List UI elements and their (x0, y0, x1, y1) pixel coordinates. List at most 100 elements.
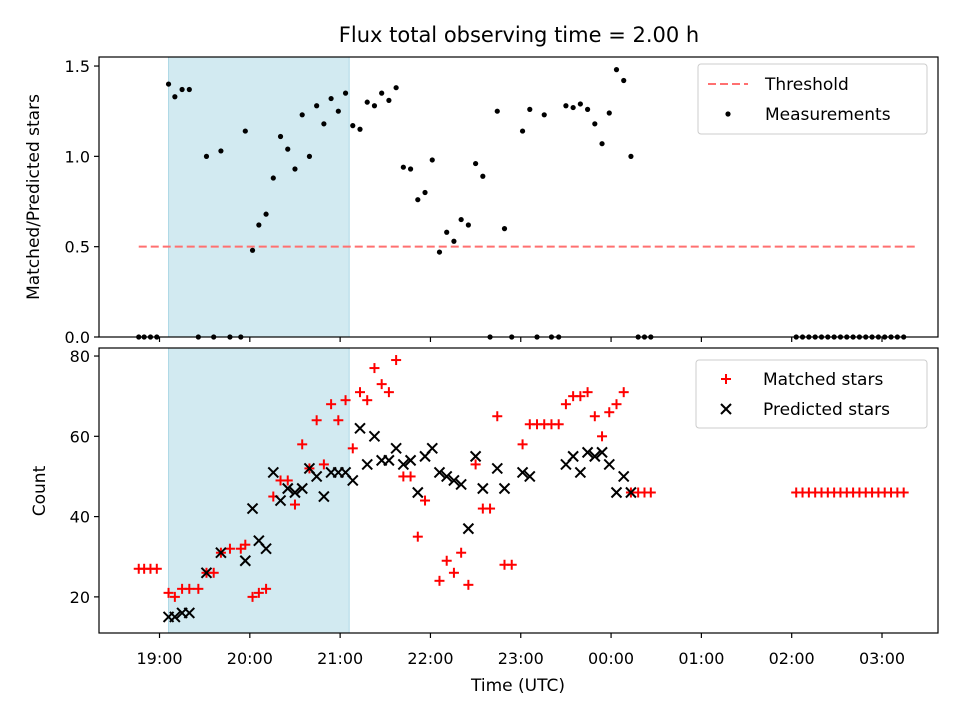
predicted-star-point (246, 502, 259, 515)
matched-star-point (224, 543, 235, 554)
top-panel: 0.0 0.5 1.0 1.5 Matched/Predicted stars Thr… (24, 56, 939, 347)
matched-star-point (560, 399, 571, 410)
predicted-star-point (368, 430, 381, 443)
measurement-point (393, 85, 399, 91)
matched-star-point (611, 399, 622, 410)
measurement-point (186, 86, 192, 93)
predicted-star-point (524, 470, 536, 483)
measurement-point (570, 104, 576, 111)
x-tick-label: 21:00 (317, 649, 363, 668)
measurement-point (501, 226, 508, 232)
top-legend-box (697, 63, 928, 135)
matched-star-point (369, 363, 380, 374)
top-y-tick-label: 1.0 (65, 147, 90, 166)
predicted-star-point (412, 486, 424, 499)
bottom-legend-box (695, 359, 928, 429)
top-observing-window (168, 56, 350, 338)
matched-star-point (253, 587, 264, 598)
top-panel-frame (98, 56, 939, 338)
measurement-point (306, 153, 313, 159)
measurement-point (242, 128, 248, 134)
matched-star-point (240, 539, 251, 550)
predicted-star-point (200, 567, 213, 579)
predicted-star-point (169, 611, 181, 623)
legend-predicted-label: Predicted stars (763, 400, 890, 420)
measurement-point (299, 112, 305, 118)
matched-star-point (151, 563, 162, 574)
top-y-tick-label: 0.5 (65, 238, 90, 257)
predicted-star-point (267, 466, 280, 479)
predicted-star-point (581, 446, 594, 459)
x-tick-label: 03:00 (859, 649, 905, 668)
matched-star-point (208, 567, 219, 578)
measurement-point (203, 153, 210, 159)
predicted-star-point (289, 486, 301, 499)
matched-star-point (448, 567, 459, 578)
bottom-y-axis-label: Count (30, 465, 50, 516)
predicted-star-point (239, 555, 252, 567)
predicted-star-point (433, 466, 446, 479)
predicted-star-point (390, 442, 402, 455)
measurement-point (527, 106, 533, 112)
bottom-panel: 19:00 20:00 21:00 22:00 23:00 00:00 01:00 02:00… (30, 347, 939, 696)
predicted-star-point (347, 474, 359, 487)
matched-star-point (405, 471, 416, 482)
x-tick-label: 20:00 (227, 649, 273, 668)
matched-star-point (362, 395, 373, 406)
measurement-point (451, 238, 457, 244)
measurement-point (422, 189, 428, 196)
matched-star-point (383, 387, 394, 398)
measurement-point (415, 197, 421, 203)
predicted-star-point (625, 486, 637, 499)
legend-measurements-swatch (725, 111, 731, 117)
predicted-star-point (354, 422, 366, 434)
matched-star-point (347, 443, 358, 454)
measurement-point (364, 99, 370, 105)
predicted-star-point (310, 470, 323, 483)
measurement-point (444, 229, 450, 235)
x-tick-label: 19:00 (136, 649, 182, 668)
measurement-point (584, 106, 591, 112)
measurement-point (599, 141, 605, 147)
predicted-star-point (361, 458, 373, 471)
predicted-star-point (567, 450, 579, 463)
predicted-star-point (448, 474, 460, 487)
matched-star-point (282, 475, 293, 486)
measurement-point (606, 110, 612, 116)
matched-star-point (597, 431, 608, 442)
x-tick-label: 01:00 (678, 649, 724, 668)
matched-star-point (247, 591, 258, 602)
measurement-point (357, 126, 363, 132)
measurement-point (256, 222, 262, 228)
matched-star-point (412, 531, 423, 542)
legend-threshold-label: Threshold (764, 75, 849, 95)
matched-star-point (376, 379, 387, 390)
matched-star-point (434, 575, 445, 586)
predicted-star-point (274, 494, 287, 507)
measurement-point (270, 175, 276, 181)
predicted-star-point (469, 450, 482, 463)
measurement-point (386, 97, 392, 103)
matched-star-point (589, 411, 600, 422)
matched-star-point (517, 439, 528, 450)
measurement-point (407, 166, 414, 172)
predicted-star-point (318, 490, 330, 503)
predicted-star-point (397, 458, 410, 471)
matched-star-point (618, 387, 629, 398)
matched-star-point (297, 439, 308, 450)
predicted-star-point (426, 442, 438, 455)
matched-star-point (326, 399, 337, 410)
measurement-point (328, 95, 334, 102)
measurement-point (165, 81, 172, 87)
measurement-point (292, 166, 298, 172)
matched-star-point (470, 459, 481, 470)
measurement-point (335, 108, 341, 114)
matched-star-point (355, 387, 366, 398)
measurement-point (285, 146, 291, 152)
matched-star-point (193, 583, 204, 594)
measurement-point (519, 128, 526, 134)
matched-star-point (169, 591, 180, 602)
measurement-point (172, 94, 178, 100)
top-legend: Threshold Measurements (697, 63, 928, 135)
legend-measurements-label: Measurements (765, 105, 891, 125)
